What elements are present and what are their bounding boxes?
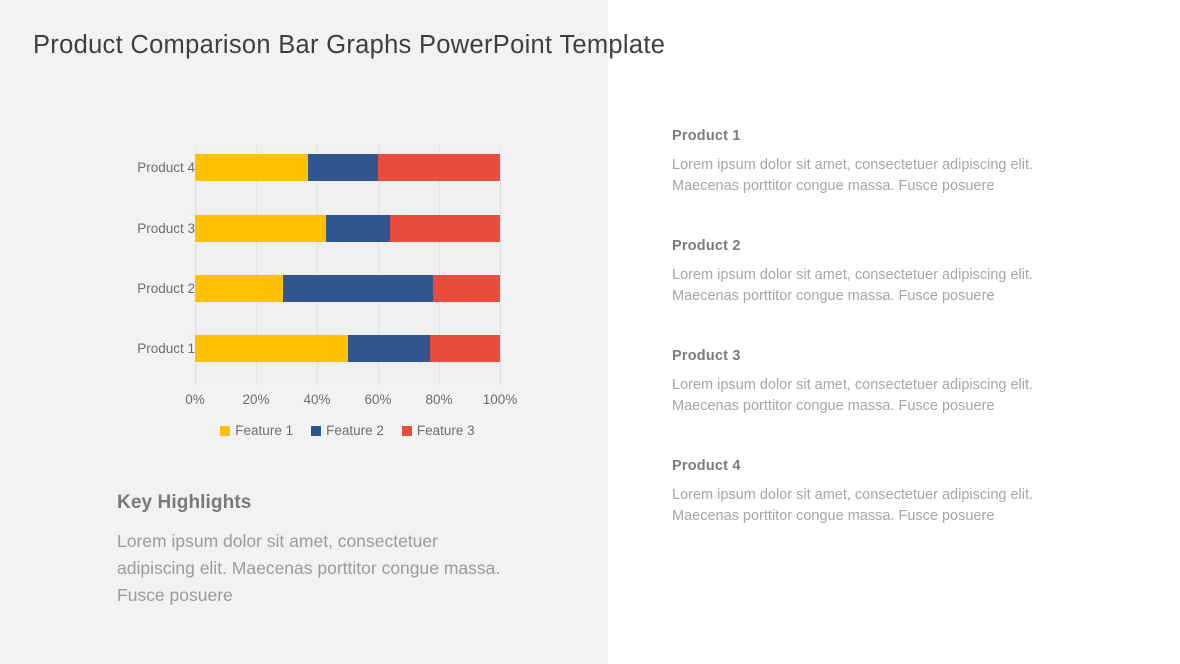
bar-segment-feature-1 (195, 275, 284, 302)
product-description: Lorem ipsum dolor sit amet, consectetuer… (672, 377, 1034, 415)
product-description: Lorem ipsum dolor sit amet, consectetuer… (672, 157, 1034, 195)
key-highlights-body: Lorem ipsum dolor sit amet, consectetuer… (117, 531, 501, 606)
bar-segment-feature-1 (195, 215, 327, 242)
chart-x-tick-label: 40% (303, 392, 331, 407)
stacked-bar-chart: Product 4 Product 3 Product 2 Product 1 0% 2… (108, 140, 517, 445)
bar-segment-feature-1 (195, 335, 348, 362)
bar-segment-feature-2 (347, 335, 430, 362)
chart-bar-product-4 (195, 154, 500, 181)
product-block-product-4: Product 4 Lorem ipsum dolor sit amet, con… (672, 458, 1092, 527)
legend-swatch-icon (401, 425, 412, 436)
chart-legend: Feature 1 Feature 2 Feature 3 (195, 423, 500, 438)
chart-category-label: Product 1 (137, 340, 195, 356)
product-block-product-3: Product 3 Lorem ipsum dolor sit amet, con… (672, 348, 1092, 417)
chart-gridline (256, 145, 257, 385)
key-highlights-section: Key Highlights Lorem ipsum dolor sit ame… (117, 492, 517, 609)
chart-x-tick-label: 60% (364, 392, 392, 407)
chart-x-tick-label: 100% (482, 392, 518, 407)
chart-x-axis: 0% 20% 40% 60% 80% 100% (185, 392, 517, 410)
chart-category-label: Product 2 (137, 280, 195, 296)
product-block-product-2: Product 2 Lorem ipsum dolor sit amet, con… (672, 238, 1092, 307)
chart-bar-product-3 (195, 215, 500, 242)
product-description: Lorem ipsum dolor sit amet, consectetuer… (672, 267, 1034, 305)
legend-item-feature-2[interactable]: Feature 2 (311, 423, 384, 438)
bar-segment-feature-2 (283, 275, 433, 302)
chart-bar-product-1 (195, 335, 500, 362)
chart-category-label: Product 4 (137, 159, 195, 175)
legend-label: Feature 3 (416, 423, 475, 438)
page-title: Product Comparison Bar Graphs PowerPoint… (33, 31, 666, 59)
chart-bar-product-2 (195, 275, 500, 302)
bar-segment-feature-3 (377, 154, 500, 181)
product-title: Product 3 (672, 348, 741, 365)
key-highlights-title: Key Highlights (117, 492, 252, 513)
chart-x-tick-label: 20% (242, 392, 270, 407)
legend-swatch-icon (220, 425, 231, 436)
bar-segment-feature-1 (195, 154, 308, 181)
bar-segment-feature-2 (307, 154, 378, 181)
legend-swatch-icon (311, 425, 322, 436)
chart-category-label: Product 3 (137, 220, 195, 236)
legend-item-feature-1[interactable]: Feature 1 (220, 423, 293, 438)
chart-gridline (439, 145, 440, 385)
chart-gridline (195, 145, 196, 385)
product-title: Product 1 (672, 128, 741, 144)
product-description: Lorem ipsum dolor sit amet, consectetuer… (672, 487, 1034, 525)
chart-x-tick-label: 0% (185, 392, 205, 407)
chart-gridline (317, 145, 318, 385)
chart-x-tick-label: 80% (425, 392, 453, 407)
product-description-list: Product 1 Lorem ipsum dolor sit amet, con… (672, 128, 1092, 527)
product-title: Product 2 (672, 238, 741, 255)
product-block-product-1: Product 1 Lorem ipsum dolor sit amet, con… (672, 128, 1092, 197)
legend-label: Feature 2 (326, 423, 384, 438)
chart-gridline (500, 145, 501, 385)
chart-gridline (378, 145, 379, 385)
legend-item-feature-3[interactable]: Feature 3 (401, 423, 475, 438)
bar-segment-feature-3 (432, 275, 500, 302)
bar-segment-feature-3 (390, 215, 500, 242)
legend-label: Feature 1 (235, 423, 294, 438)
bar-segment-feature-3 (429, 335, 500, 362)
product-title: Product 4 (672, 458, 741, 475)
bar-segment-feature-2 (326, 215, 391, 242)
